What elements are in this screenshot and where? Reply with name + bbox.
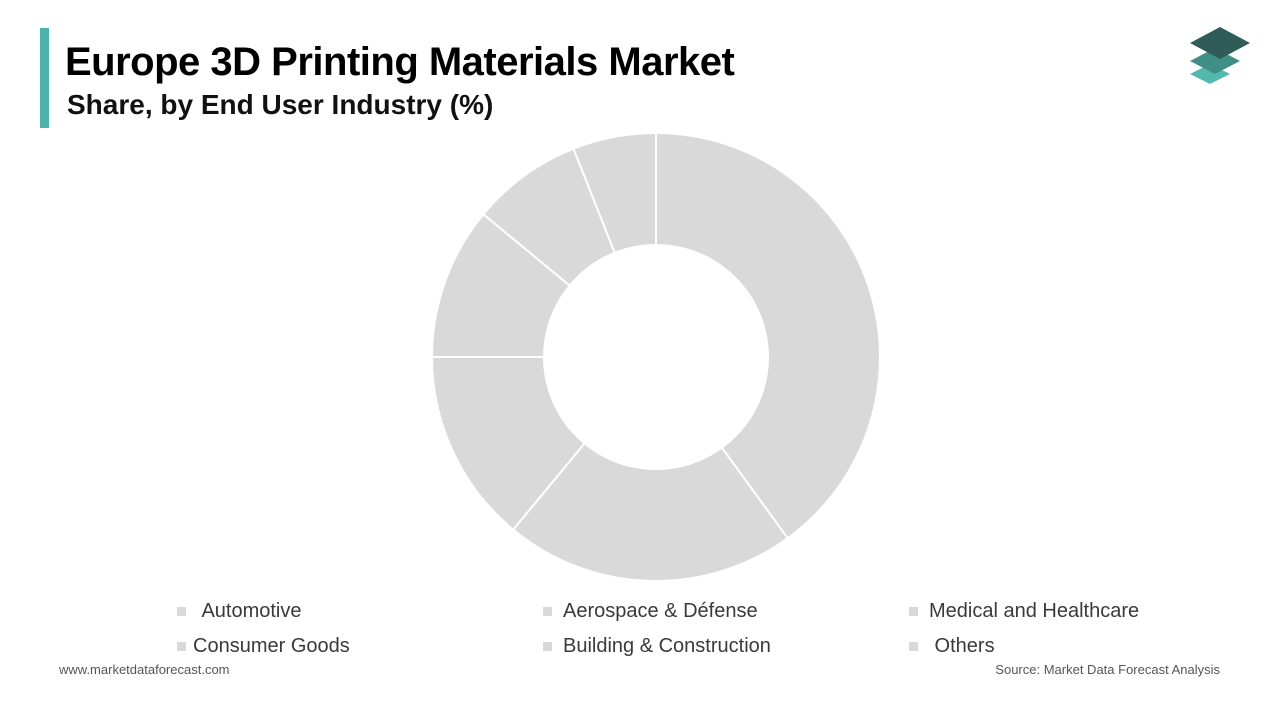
legend-label: Aerospace & Défense [563,599,758,622]
legend-label: Building & Construction [563,634,771,657]
footer-source: Source: Market Data Forecast Analysis [995,662,1220,677]
legend-swatch [909,606,918,616]
legend-item-others: Others [909,634,995,658]
footer-website[interactable]: www.marketdataforecast.com [59,662,230,677]
legend-swatch [543,641,552,651]
legend-swatch [543,606,552,616]
legend-swatch [177,606,186,616]
legend-label: Others [929,634,995,657]
donut-slice-aerospace-d-fense [511,441,790,582]
legend-label: Consumer Goods [193,634,350,657]
legend-label: Medical and Healthcare [929,599,1140,622]
donut-slice-automotive [655,131,881,540]
stacked-layers-icon [1190,27,1250,84]
legend-label: Automotive [197,599,302,622]
legend-item-consumer-goods: Consumer Goods [177,634,350,658]
page-subtitle: Share, by End User Industry (%) [67,89,494,120]
legend-item-building-construction: Building & Construction [543,634,771,658]
legend-swatch [177,641,186,651]
legend-item-automotive: Automotive [177,599,302,623]
legend-item-medical-healthcare: Medical and Healthcare [909,599,1139,623]
page-title: Europe 3D Printing Materials Market [65,40,735,84]
donut-slice-others [572,131,657,255]
legend-item-aerospace-defense: Aerospace & Défense [543,599,758,623]
title-accent-bar [40,28,49,128]
legend-swatch [909,641,918,651]
logo-layer-top [1190,27,1250,59]
